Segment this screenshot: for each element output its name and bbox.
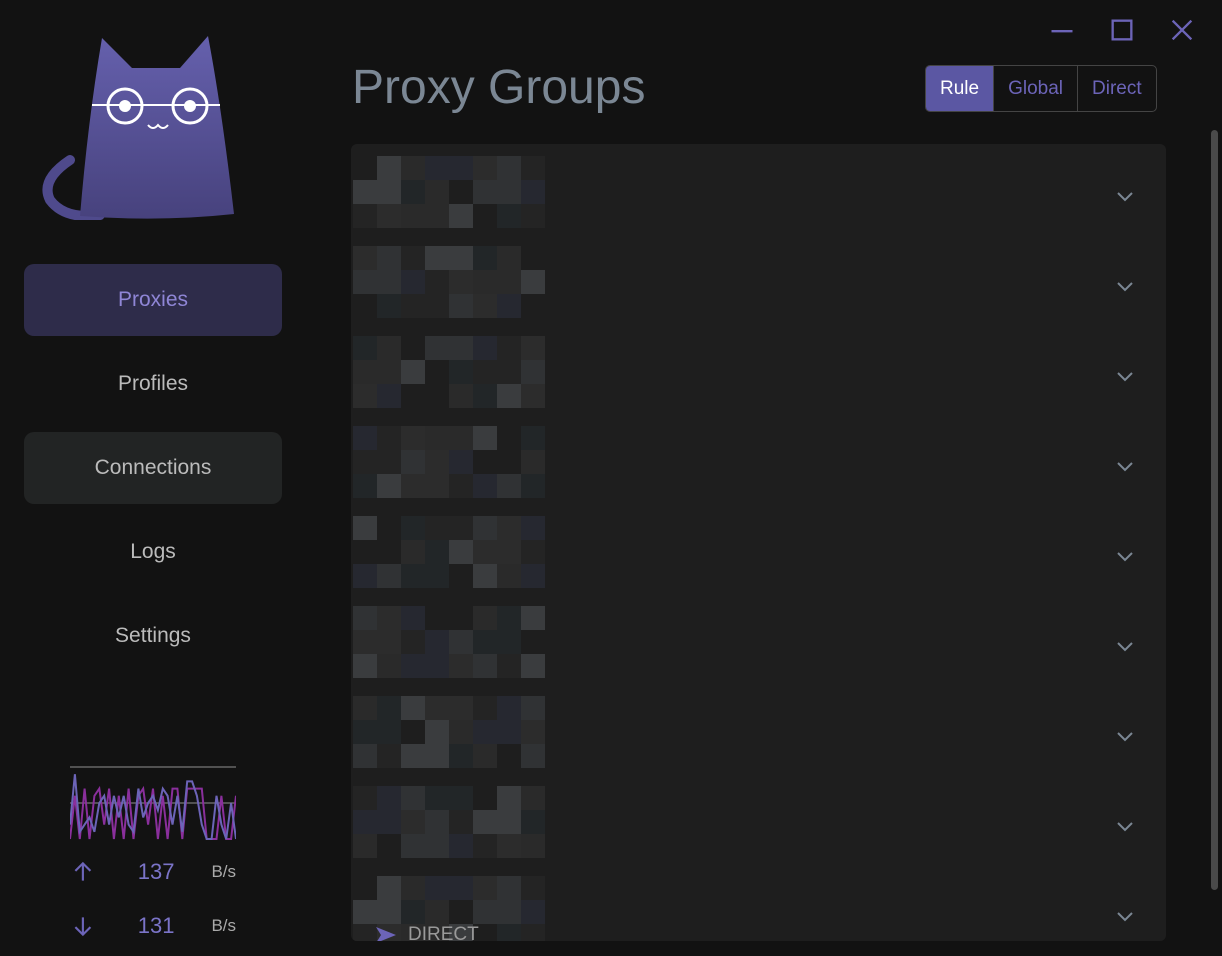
sidebar-item-proxies[interactable]: Proxies	[24, 264, 282, 336]
redacted-group-info	[353, 876, 545, 941]
proxy-group-row[interactable]	[351, 864, 1166, 941]
download-value: 131	[137, 913, 175, 938]
mode-rule-button[interactable]: Rule	[926, 66, 994, 111]
sidebar-item-connections[interactable]: Connections	[24, 432, 282, 504]
proxy-group-row[interactable]	[351, 234, 1166, 324]
redacted-group-info	[353, 696, 545, 768]
redacted-group-info	[353, 336, 545, 408]
redacted-group-info	[353, 156, 545, 228]
maximize-icon[interactable]	[1108, 16, 1136, 44]
proxy-group-row[interactable]	[351, 594, 1166, 684]
arrow-down-icon	[74, 917, 92, 937]
mode-direct-button[interactable]: Direct	[1077, 66, 1156, 111]
proxy-group-row[interactable]	[351, 414, 1166, 504]
page-title: Proxy Groups	[352, 61, 646, 114]
redacted-group-info	[353, 246, 545, 318]
proxy-item-direct[interactable]: DIRECT	[376, 924, 479, 941]
traffic-graph	[70, 766, 236, 840]
proxy-group-row[interactable]	[351, 774, 1166, 864]
proxy-group-row[interactable]	[351, 504, 1166, 594]
proxy-group-row[interactable]	[351, 324, 1166, 414]
chevron-down-icon[interactable]	[1116, 820, 1134, 832]
minimize-icon[interactable]	[1048, 16, 1076, 44]
chevron-down-icon[interactable]	[1116, 370, 1134, 382]
sidebar: Proxies Profiles Connections Logs Settings 1…	[0, 0, 305, 956]
sidebar-item-profiles[interactable]: Profiles	[117, 372, 189, 395]
mode-global-button[interactable]: Global	[993, 66, 1077, 111]
redacted-group-info	[353, 786, 545, 858]
download-unit: B/s	[211, 916, 236, 935]
upload-value: 137	[137, 859, 175, 884]
mode-switch: Rule Global Direct	[925, 65, 1157, 112]
upload-unit: B/s	[211, 862, 236, 881]
chevron-down-icon[interactable]	[1116, 910, 1134, 922]
sidebar-item-settings[interactable]: Settings	[115, 624, 191, 647]
proxy-group-row[interactable]	[351, 144, 1166, 234]
chevron-down-icon[interactable]	[1116, 730, 1134, 742]
chevron-down-icon[interactable]	[1116, 640, 1134, 652]
proxy-group-list: DIRECT	[351, 144, 1166, 941]
download-rate: 131 B/s	[70, 912, 240, 940]
redacted-group-info	[353, 606, 545, 678]
chevron-down-icon[interactable]	[1116, 550, 1134, 562]
upload-line	[70, 774, 236, 840]
redacted-group-info	[353, 516, 545, 588]
close-icon[interactable]	[1168, 16, 1196, 44]
chevron-down-icon[interactable]	[1116, 190, 1134, 202]
upload-rate: 137 B/s	[70, 858, 240, 886]
scrollbar[interactable]	[1211, 130, 1218, 890]
cat-logo	[42, 36, 234, 220]
chevron-down-icon[interactable]	[1116, 280, 1134, 292]
chevron-down-icon[interactable]	[1116, 460, 1134, 472]
proxy-group-row[interactable]	[351, 684, 1166, 774]
sidebar-item-logs[interactable]: Logs	[130, 540, 176, 563]
send-icon	[376, 927, 396, 941]
arrow-up-icon	[74, 861, 92, 881]
proxy-name: DIRECT	[408, 924, 479, 941]
redacted-group-info	[353, 426, 545, 498]
